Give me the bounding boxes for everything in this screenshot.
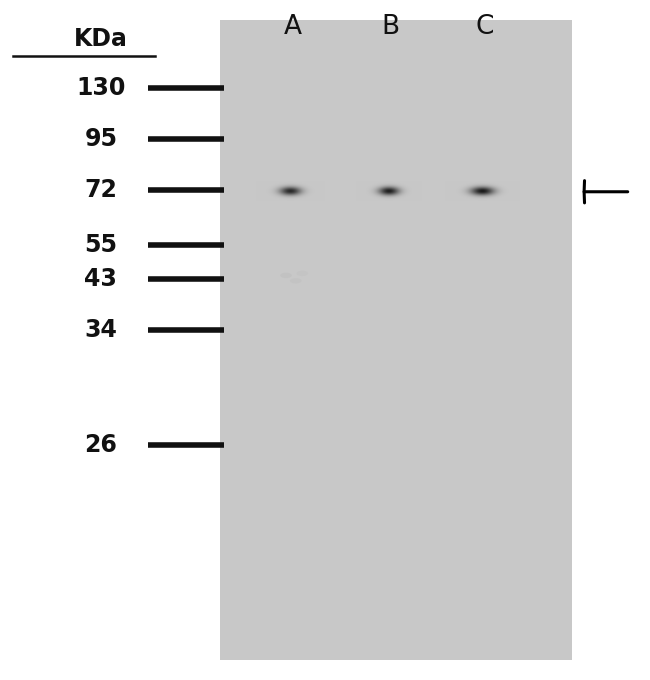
Text: 26: 26: [84, 433, 117, 458]
Text: 72: 72: [84, 178, 117, 203]
Ellipse shape: [290, 278, 302, 284]
Text: 43: 43: [84, 267, 117, 291]
Ellipse shape: [280, 273, 292, 278]
Text: C: C: [475, 14, 493, 40]
Text: B: B: [381, 14, 399, 40]
Text: 130: 130: [76, 76, 125, 101]
Text: 95: 95: [84, 127, 117, 152]
Text: KDa: KDa: [74, 27, 127, 51]
Bar: [220, 20, 572, 660]
Text: A: A: [283, 14, 302, 40]
Ellipse shape: [296, 271, 308, 276]
Text: 55: 55: [84, 233, 117, 257]
Text: 34: 34: [84, 318, 117, 342]
